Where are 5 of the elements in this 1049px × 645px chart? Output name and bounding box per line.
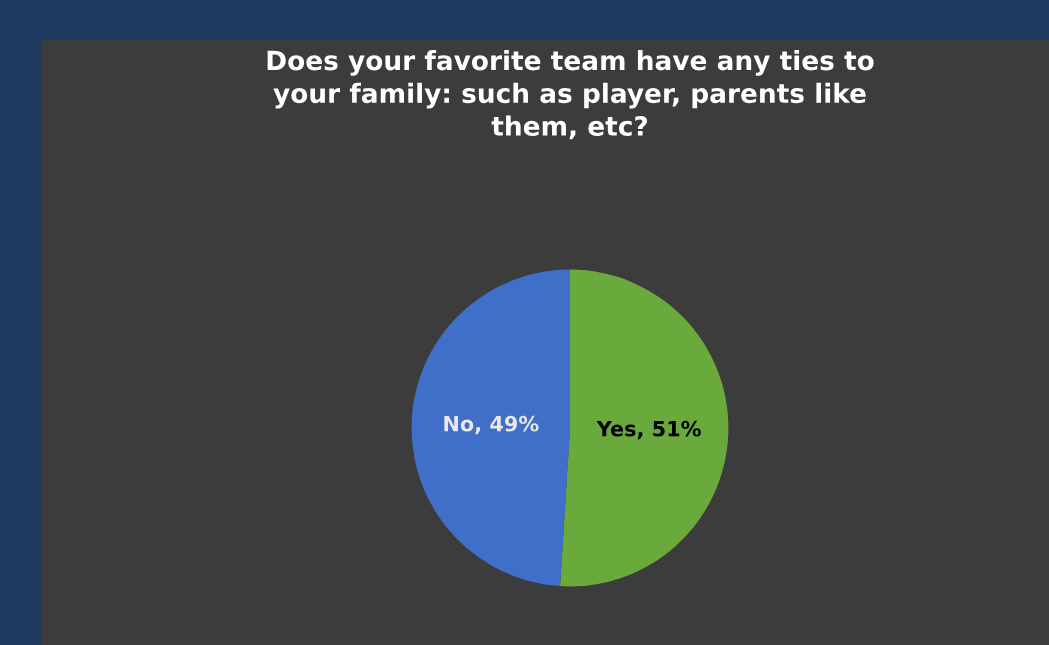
slice-label: Yes, 51%	[596, 420, 701, 440]
slice-label: No, 49%	[444, 415, 539, 435]
pie-slice	[411, 269, 570, 587]
pie-slice	[560, 269, 729, 587]
chart-title: Does your favorite team have any ties to your family: such as player, parents like them, etc?	[267, 50, 874, 140]
